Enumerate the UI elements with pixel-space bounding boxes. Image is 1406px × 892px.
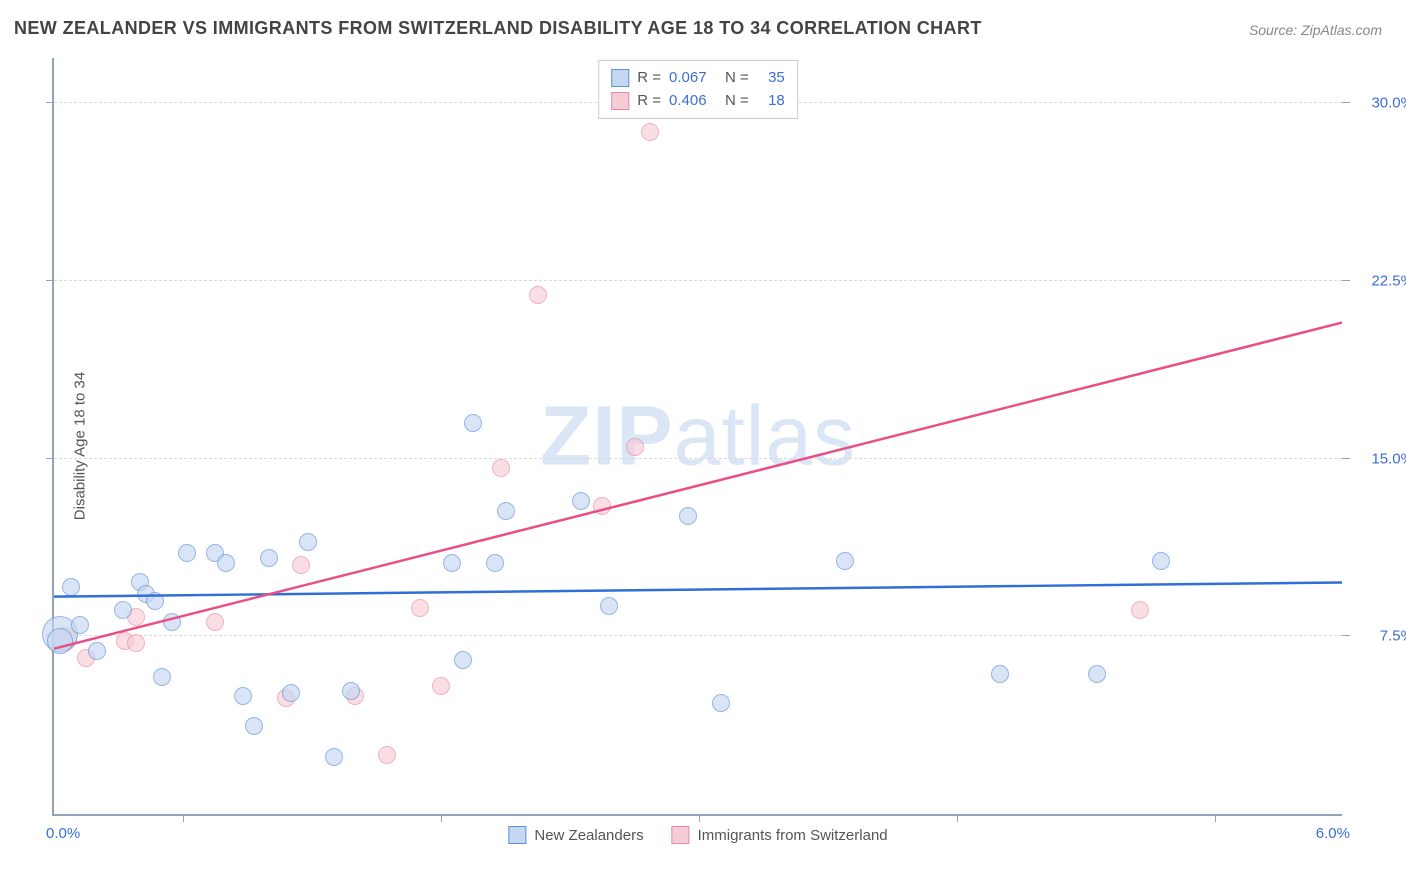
point-ch [292,556,310,574]
point-nz [1152,552,1170,570]
trend-line [54,323,1342,649]
point-ch [529,286,547,304]
point-nz [178,544,196,562]
stats-row-ch: R = 0.406 N = 18 [611,90,785,113]
point-ch [206,613,224,631]
y-tick [1342,102,1350,103]
point-ch [411,599,429,617]
n-label: N = [725,90,749,113]
r-value-nz: 0.067 [669,67,717,90]
trend-line [54,582,1342,596]
swatch-ch [611,92,629,110]
swatch-nz [611,69,629,87]
n-label: N = [725,67,749,90]
point-nz [497,502,515,520]
grid-line [54,458,1342,459]
legend-item-ch: Immigrants from Switzerland [672,826,888,844]
y-tick-label: 7.5% [1354,628,1406,645]
point-ch [641,123,659,141]
point-nz [464,414,482,432]
point-nz [572,492,590,510]
point-nz [62,578,80,596]
r-label: R = [637,90,661,113]
chart-title: NEW ZEALANDER VS IMMIGRANTS FROM SWITZER… [14,18,982,39]
y-tick [1342,635,1350,636]
series-legend: New Zealanders Immigrants from Switzerla… [508,826,887,844]
watermark: ZIPatlas [540,388,856,485]
grid-line [54,635,1342,636]
r-label: R = [637,67,661,90]
point-nz [836,552,854,570]
swatch-ch [672,826,690,844]
y-tick [1342,458,1350,459]
legend-label-ch: Immigrants from Switzerland [698,827,888,844]
point-nz [454,651,472,669]
point-nz [486,554,504,572]
point-nz [245,717,263,735]
y-tick [1342,280,1350,281]
point-nz [163,613,181,631]
x-axis-min-label: 0.0% [46,825,80,842]
y-tick-label: 30.0% [1354,95,1406,112]
plot-area: ZIPatlas 7.5%15.0%22.5%30.0% R = 0.067 N… [52,58,1342,816]
point-ch [432,677,450,695]
point-nz [217,554,235,572]
y-tick [46,102,54,103]
point-nz [88,642,106,660]
point-nz [342,682,360,700]
stats-row-nz: R = 0.067 N = 35 [611,67,785,90]
point-nz [260,549,278,567]
x-tick [957,814,958,822]
point-nz [1088,665,1106,683]
point-ch [593,497,611,515]
point-nz [712,694,730,712]
x-tick [441,814,442,822]
watermark-rest: atlas [674,389,856,483]
r-value-ch: 0.406 [669,90,717,113]
watermark-bold: ZIP [540,389,674,483]
source-attribution: Source: ZipAtlas.com [1249,22,1382,38]
point-nz [325,748,343,766]
point-nz [47,628,73,654]
point-nz [153,668,171,686]
point-nz [679,507,697,525]
point-nz [146,592,164,610]
n-value-nz: 35 [757,67,785,90]
point-nz [299,533,317,551]
point-ch [626,438,644,456]
legend-label-nz: New Zealanders [534,827,643,844]
x-axis-max-label: 6.0% [1316,825,1350,842]
point-nz [234,687,252,705]
x-tick [183,814,184,822]
point-nz [600,597,618,615]
point-ch [1131,601,1149,619]
swatch-nz [508,826,526,844]
point-nz [114,601,132,619]
y-tick [46,458,54,459]
y-tick-label: 22.5% [1354,273,1406,290]
point-nz [282,684,300,702]
stats-legend: R = 0.067 N = 35 R = 0.406 N = 18 [598,60,798,119]
point-nz [991,665,1009,683]
point-nz [71,616,89,634]
y-tick-label: 15.0% [1354,450,1406,467]
y-tick [46,280,54,281]
point-ch [378,746,396,764]
n-value-ch: 18 [757,90,785,113]
legend-item-nz: New Zealanders [508,826,643,844]
point-nz [443,554,461,572]
x-tick [699,814,700,822]
point-ch [492,459,510,477]
point-ch [127,634,145,652]
grid-line [54,280,1342,281]
x-tick [1215,814,1216,822]
